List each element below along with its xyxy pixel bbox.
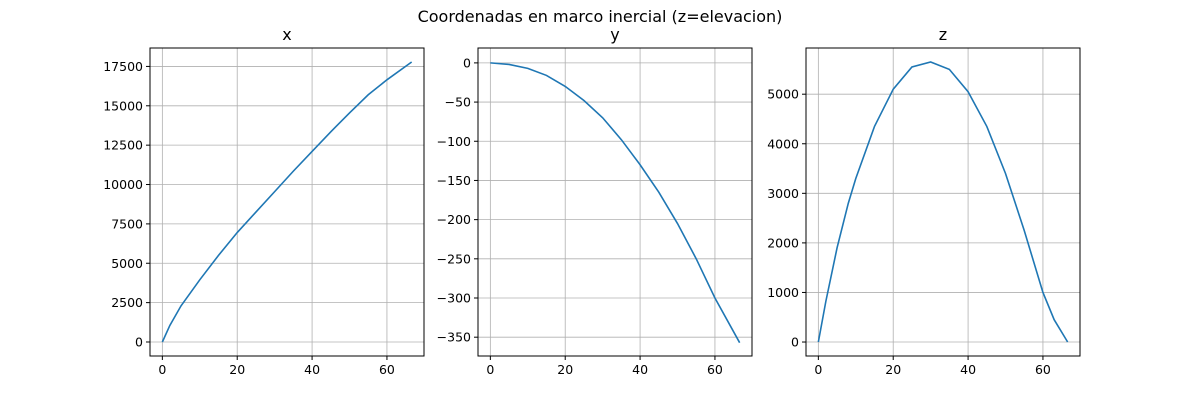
y-tick-label: 3000 <box>767 186 799 201</box>
x-tick-label: 40 <box>632 362 648 377</box>
subplot-panels: 0 20 40 60025005000750010000125001500017500… <box>103 25 1081 377</box>
y-tick-label: 0 <box>791 335 799 350</box>
y-tick-label: 5000 <box>767 87 799 102</box>
axes-frame <box>477 47 753 357</box>
subplot-title: z <box>939 25 947 44</box>
y-tick-label: −250 <box>437 251 471 266</box>
y-tick-label: 1000 <box>767 285 799 300</box>
y-tick-label: 5000 <box>111 256 143 271</box>
y-tick-label: 4000 <box>767 136 799 151</box>
series-line-z <box>817 61 1069 343</box>
y-tick-label: 12500 <box>103 138 143 153</box>
series-line-y <box>490 62 741 344</box>
y-tick-label: −50 <box>445 95 471 110</box>
subplot-z: 0 20 40 60 0 1000 2000 3000 4000 5000 z <box>767 25 1081 377</box>
y-tick-label: −150 <box>437 173 471 188</box>
y-tick-label: 17500 <box>103 59 143 74</box>
x-tick-label: 0 <box>486 362 494 377</box>
series-line-x <box>161 61 413 343</box>
x-tick-label: 20 <box>557 362 573 377</box>
subplot-x: 0 20 40 60 0 2500 5000 7500 10000 12500 15000 17500… <box>103 25 425 377</box>
x-tick-label: 0 <box>814 362 822 377</box>
subplot-title: x <box>282 25 291 44</box>
figure-suptitle: Coordenadas en marco inercial (z=elevaci… <box>418 7 783 26</box>
x-tick-label: 0 <box>158 362 166 377</box>
y-tick-label: 2500 <box>111 295 143 310</box>
x-tick-label: 60 <box>707 362 723 377</box>
axes-frame <box>149 47 425 357</box>
y-tick-label: −350 <box>437 330 471 345</box>
x-tick-label: 20 <box>229 362 245 377</box>
x-tick-label: 20 <box>885 362 901 377</box>
x-tick-label: 40 <box>304 362 320 377</box>
x-tick-label: 60 <box>1035 362 1051 377</box>
y-tick-label: −100 <box>437 134 471 149</box>
y-tick-label: 15000 <box>103 98 143 113</box>
y-tick-label: −300 <box>437 291 471 306</box>
y-tick-label: 7500 <box>111 216 143 231</box>
y-tick-label: 0 <box>135 334 143 349</box>
y-tick-label: 0 <box>463 55 471 70</box>
x-tick-label: 60 <box>379 362 395 377</box>
axes-frame <box>805 47 1081 357</box>
y-tick-label: 10000 <box>103 177 143 192</box>
subplot-title: y <box>610 25 619 44</box>
y-tick-label: −200 <box>437 212 471 227</box>
y-tick-label: 2000 <box>767 235 799 250</box>
subplot-y: 0 20 40 60 0 −50 −100 −150 −200 −250 −300 −350 y <box>437 25 753 377</box>
x-tick-label: 40 <box>960 362 976 377</box>
